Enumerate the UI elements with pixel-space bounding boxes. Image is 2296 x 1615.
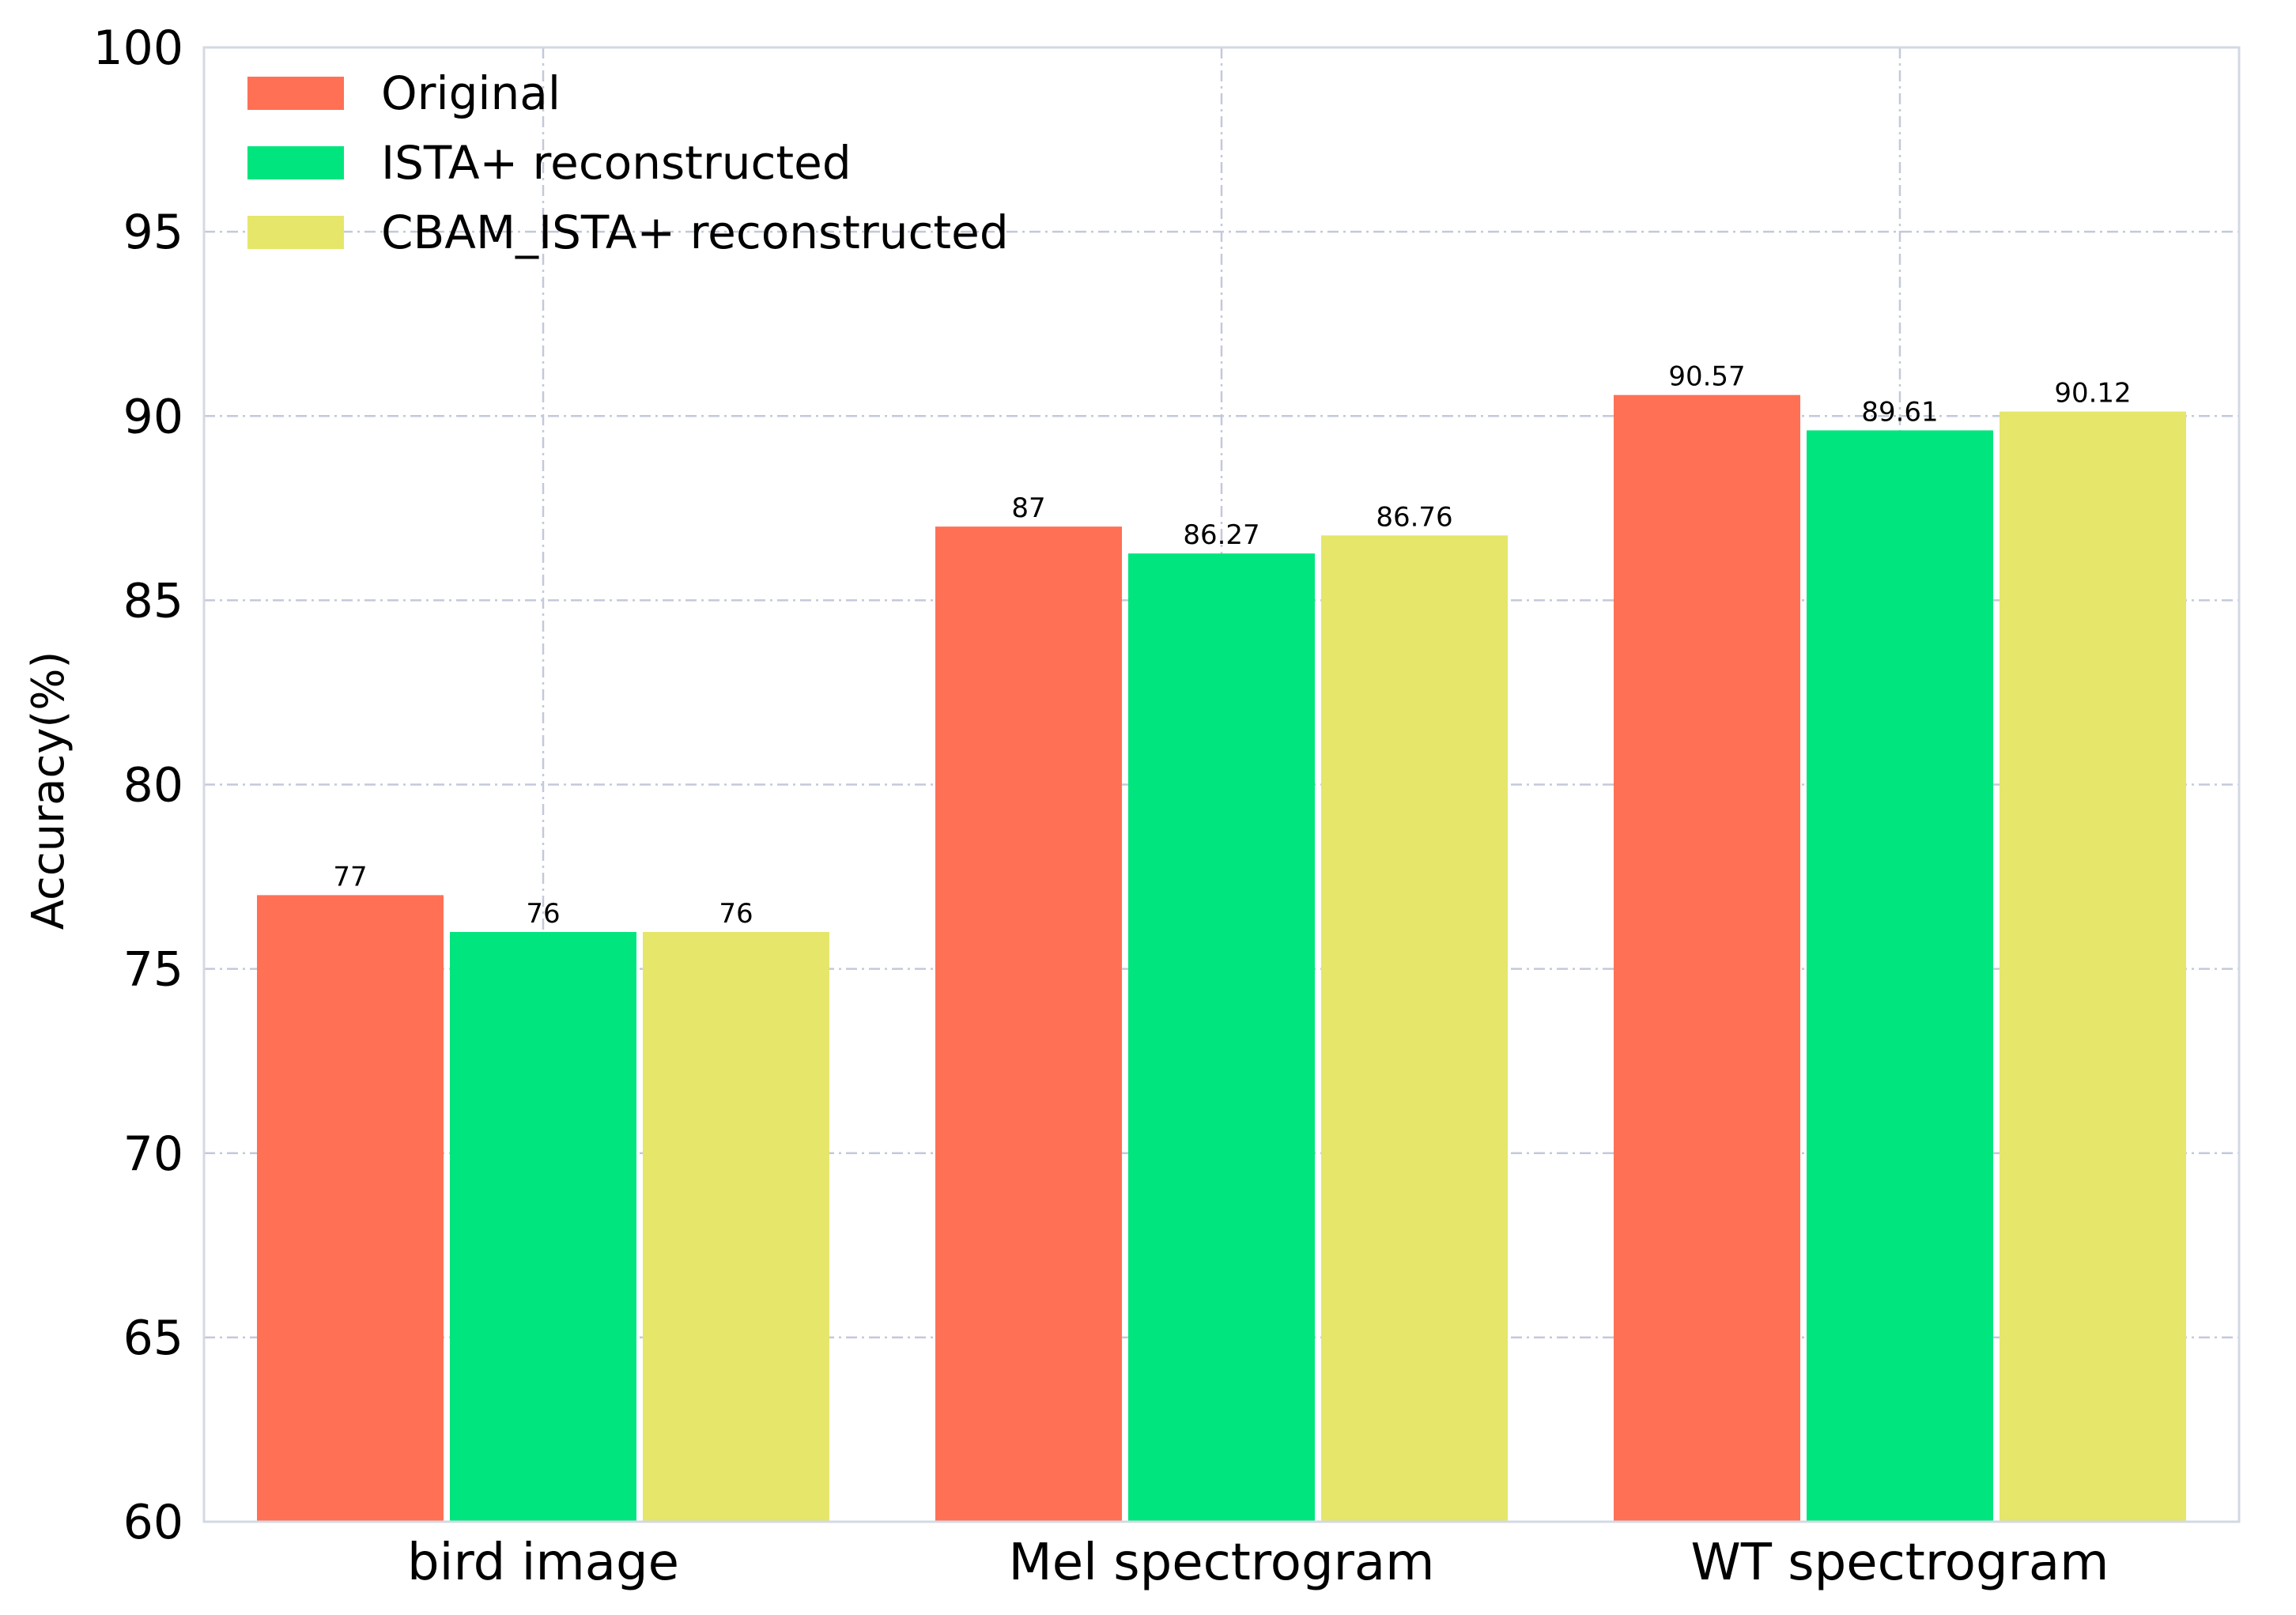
bar: [2000, 411, 2186, 1522]
x-axis: bird image Mel spectrogram WT spectrogram: [407, 1534, 2109, 1592]
plot-frame: [202, 46, 2241, 1523]
bar-value-label: 86.76: [1376, 501, 1452, 533]
y-tick-label: 65: [123, 1311, 183, 1366]
y-tick-label: 60: [123, 1495, 183, 1550]
bar-value-label: 86.27: [1183, 519, 1259, 551]
y-tick-label: 80: [123, 758, 183, 813]
legend-swatch: [247, 216, 344, 249]
y-tick-label: 70: [123, 1126, 183, 1182]
legend-label: CBAM_ISTA+ reconstructed: [381, 206, 1009, 259]
legend-label: Original: [381, 66, 561, 120]
bar: [450, 932, 636, 1522]
bar: [1321, 535, 1508, 1523]
legend: Original ISTA+ reconstructed CBAM_ISTA+ re…: [247, 66, 1009, 259]
y-tick-label: 95: [123, 205, 183, 260]
y-tick-label: 90: [123, 389, 183, 444]
bar: [1807, 430, 1993, 1522]
bar: [935, 526, 1122, 1522]
bar-value-label: 90.12: [2054, 378, 2131, 409]
bar-value-label: 89.61: [1861, 396, 1938, 428]
bar: [1128, 553, 1315, 1522]
y-tick-label: 100: [93, 21, 183, 76]
bar-value-label: 76: [526, 898, 560, 930]
y-tick-label: 75: [123, 942, 183, 998]
y-tick-label: 85: [123, 573, 183, 628]
bars: [257, 394, 2186, 1523]
value-labels: 77 76 76 87 86.27 86.76 90.57 89.61 90.12: [333, 361, 2131, 930]
x-tick-label: Mel spectrogram: [1009, 1534, 1435, 1592]
bar: [257, 895, 444, 1522]
y-axis-title: Accuracy(%): [23, 651, 74, 930]
bar: [1614, 394, 1800, 1523]
legend-label: ISTA+ reconstructed: [381, 136, 852, 190]
bar-value-label: 87: [1011, 492, 1045, 524]
legend-swatch: [247, 77, 344, 110]
bar-value-label: 77: [333, 861, 367, 892]
y-axis: 60 65 70 75 80 85 90 95 100: [93, 21, 183, 1550]
bar-value-label: 90.57: [1668, 361, 1745, 393]
legend-swatch: [247, 146, 344, 179]
x-tick-label: WT spectrogram: [1691, 1534, 2109, 1592]
bar: [643, 932, 829, 1522]
bar-value-label: 76: [719, 898, 753, 930]
x-tick-label: bird image: [407, 1534, 679, 1592]
